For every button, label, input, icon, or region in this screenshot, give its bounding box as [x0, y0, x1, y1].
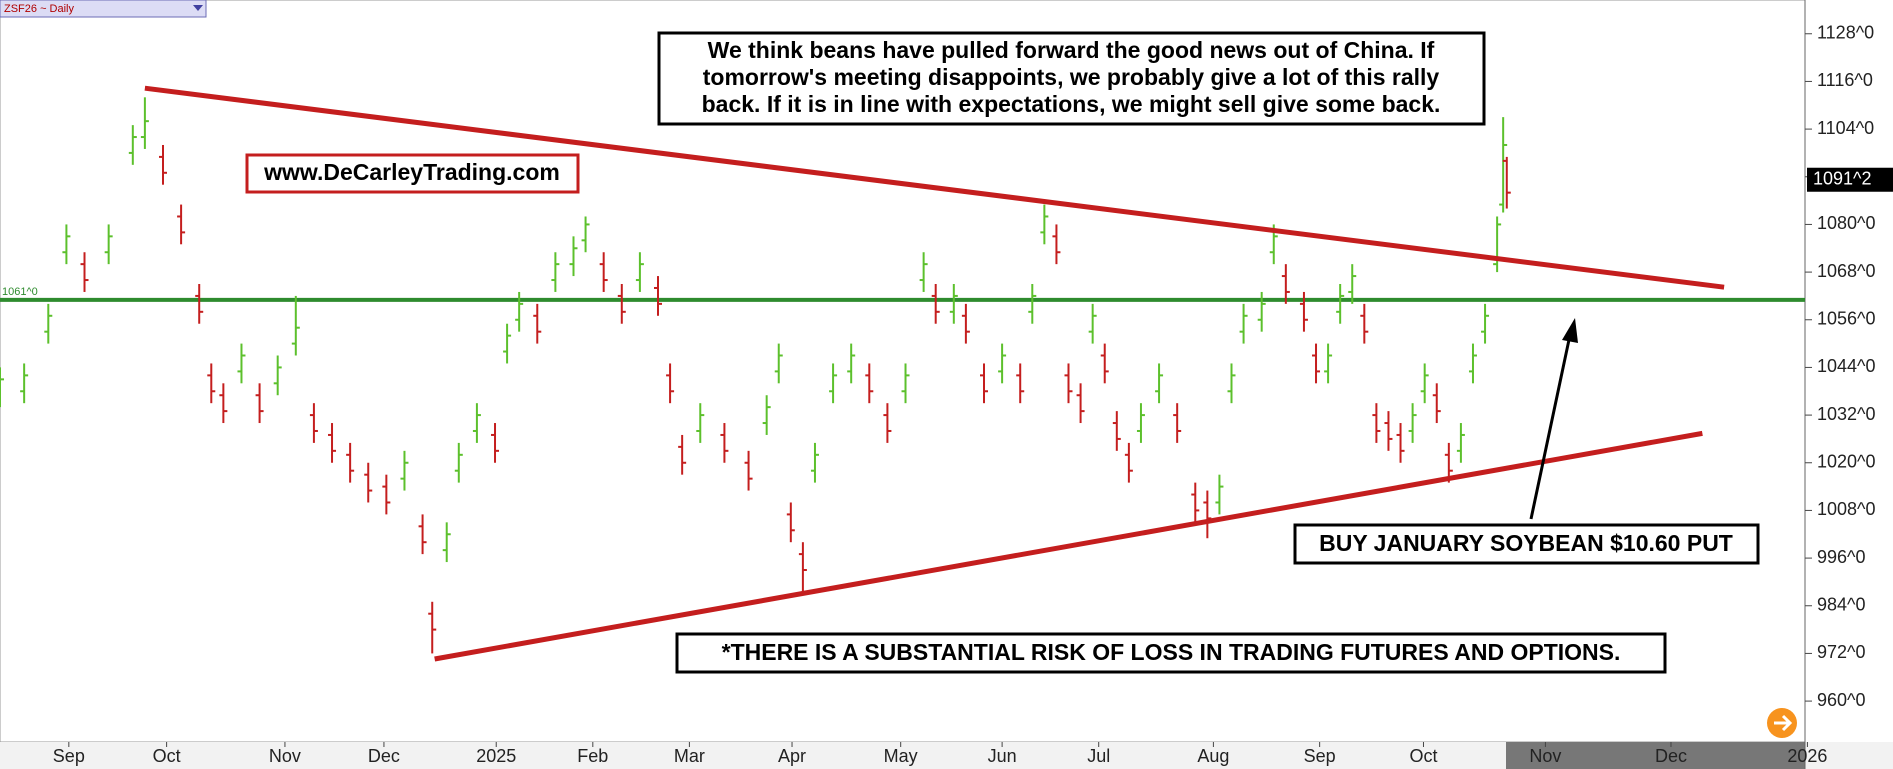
y-tick-label: 972^0: [1817, 642, 1866, 662]
x-tick-label: Sep: [53, 746, 85, 766]
selector-box[interactable]: [0, 0, 207, 18]
last-price-label: 1091^2: [1813, 168, 1872, 188]
y-tick-label: 1104^0: [1817, 118, 1874, 138]
x-tick-label: May: [884, 746, 918, 766]
x-tick-label: Jun: [988, 746, 1017, 766]
x-tick-label: Mar: [674, 746, 705, 766]
x-tick-label: Dec: [1655, 746, 1687, 766]
y-tick-label: 960^0: [1817, 690, 1866, 710]
y-tick-label: 1068^0: [1817, 261, 1876, 281]
x-tick-label: Jul: [1087, 746, 1110, 766]
dropdown-arrow[interactable]: [193, 5, 203, 11]
y-tick-label: 1008^0: [1817, 499, 1876, 519]
y-tick-label: 1020^0: [1817, 452, 1876, 472]
trendline: [144, 85, 1725, 290]
y-tick-label: 996^0: [1817, 547, 1866, 567]
y-tick-label: 1128^0: [1817, 23, 1874, 43]
website-box: [245, 153, 580, 194]
x-tick-label: Dec: [368, 746, 400, 766]
trendline: [434, 430, 1703, 662]
arrow-shaft: [1529, 334, 1572, 520]
level-label: 1061^0: [2, 286, 38, 298]
annotations: We think beans have pulled forward the g…: [245, 31, 1760, 674]
x-tick-label: Nov: [269, 746, 301, 766]
x-tick-label: Feb: [577, 746, 608, 766]
comment-line: tomorrow's meeting disappoints, we proba…: [703, 64, 1440, 90]
x-tick-label: Sep: [1304, 746, 1336, 766]
future-band: [1506, 742, 1805, 769]
comment-box: [657, 31, 1486, 126]
symbol-selector[interactable]: ZSF26 ~ Daily: [0, 0, 207, 18]
symbol-label[interactable]: ZSF26 ~ Daily: [4, 3, 74, 15]
comment-line: We think beans have pulled forward the g…: [708, 37, 1435, 63]
y-tick-label: 1080^0: [1817, 213, 1876, 233]
next-button-icon[interactable]: [1774, 714, 1793, 732]
x-tick-label: Nov: [1529, 746, 1561, 766]
x-tick-label: Apr: [778, 746, 806, 766]
y-tick-label: 984^0: [1817, 595, 1866, 615]
y-tick-label: 1116^0: [1817, 70, 1873, 90]
y-tick-label: 1056^0: [1817, 309, 1876, 329]
last-price-box: [1807, 167, 1893, 192]
y-tick-label: 1032^0: [1817, 404, 1876, 424]
comment-line: back. If it is in line with expectations…: [702, 91, 1441, 117]
trade-box: [1293, 523, 1760, 565]
x-tick-label: Aug: [1197, 746, 1229, 766]
disclaimer: *THERE IS A SUBSTANTIAL RISK OF LOSS IN …: [722, 639, 1621, 665]
arrow-head: [1562, 318, 1578, 343]
next-button[interactable]: [1767, 708, 1797, 738]
x-tick-label: 2026: [1787, 746, 1827, 766]
disclaimer-box: [675, 632, 1667, 674]
website: www.DeCarleyTrading.com: [263, 159, 560, 185]
x-tick-label: Oct: [1409, 746, 1437, 766]
trade-idea: BUY JANUARY SOYBEAN $10.60 PUT: [1319, 530, 1733, 556]
y-tick-label: 1044^0: [1817, 356, 1876, 376]
x-tick-label: 2025: [476, 746, 516, 766]
x-tick-label: Oct: [153, 746, 181, 766]
